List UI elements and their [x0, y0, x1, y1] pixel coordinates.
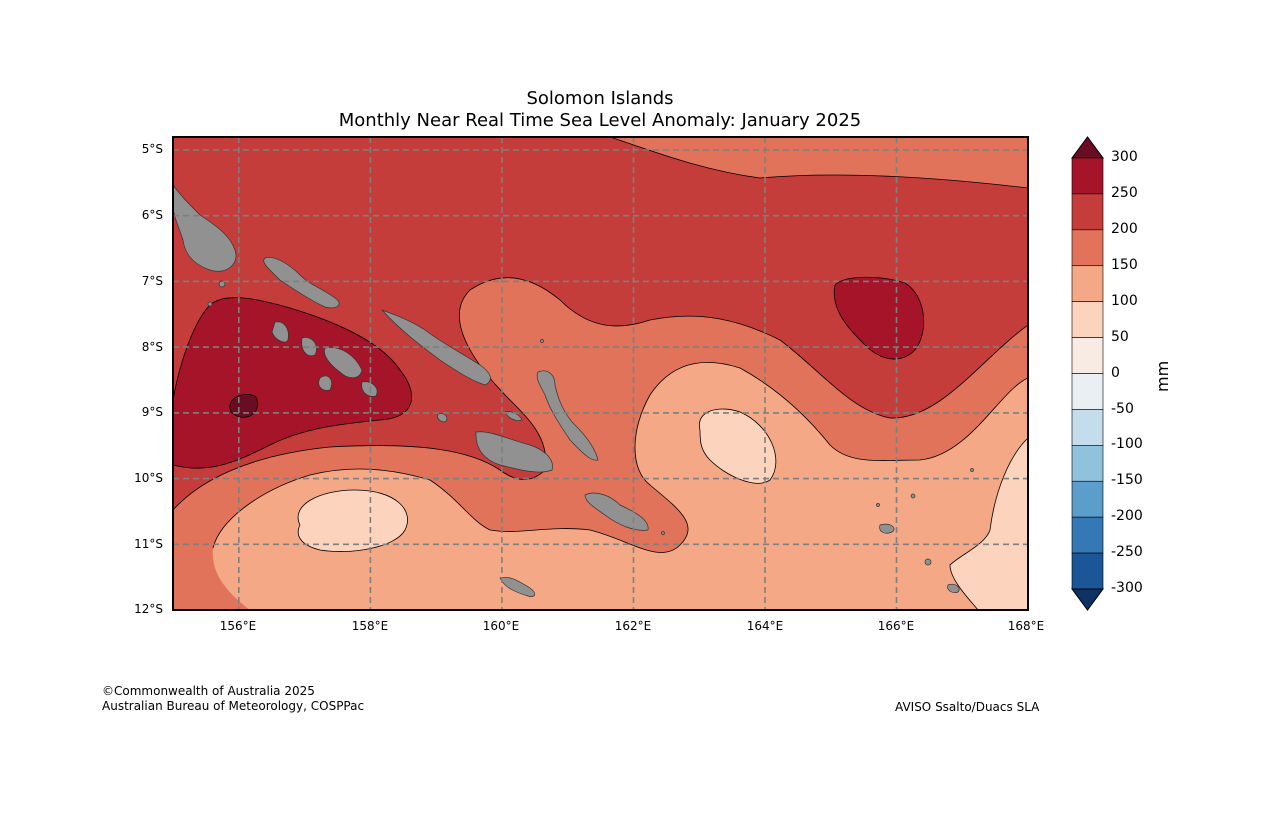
- colorbar: [1071, 136, 1104, 611]
- lon-label-168e: 168°E: [1007, 619, 1045, 633]
- kolombangara-island: [324, 347, 363, 379]
- colorbar-tick-250: 250: [1111, 185, 1138, 201]
- colorbar-band: [1071, 157, 1104, 195]
- colorbar-tick-50: 50: [1111, 329, 1129, 345]
- colorbar-tick-150: 150: [1111, 257, 1138, 273]
- colorbar-band: [1071, 445, 1104, 482]
- lon-label-156e: 156°E: [219, 619, 257, 633]
- colorbar-band: [1071, 552, 1104, 590]
- colorbar-tick-minus250: -250: [1111, 544, 1143, 560]
- colorbar-band: [1071, 193, 1104, 231]
- land-masses: [173, 184, 974, 597]
- colorbar-tick-minus200: -200: [1111, 508, 1143, 524]
- contour-field: [173, 137, 1028, 610]
- reef-islands: [910, 493, 916, 499]
- lon-label-166e: 166°E: [877, 619, 915, 633]
- colorbar-tick-minus100: -100: [1111, 436, 1143, 452]
- malaita-island: [536, 370, 599, 461]
- colorbar-tick-minus300: -300: [1111, 580, 1143, 596]
- contour-50-100-west: [298, 490, 408, 552]
- colorbar-band: [1071, 265, 1104, 302]
- copyright-text: ©Commonwealth of Australia 2025: [102, 684, 315, 698]
- lon-label-160e: 160°E: [482, 619, 520, 633]
- colorbar-band: [1071, 229, 1104, 267]
- colorbar-band: [1071, 373, 1104, 410]
- new-georgia-island: [301, 337, 317, 357]
- nggela-islands: [504, 411, 523, 421]
- gridlines: [173, 137, 1028, 610]
- lon-label-162e: 162°E: [614, 619, 652, 633]
- lat-label-6s: 6°S: [141, 208, 163, 222]
- lat-label-8s: 8°S: [141, 340, 163, 354]
- colorbar-band: [1071, 337, 1104, 374]
- agency-text: Australian Bureau of Meteorology, COSPPa…: [102, 699, 365, 713]
- lat-label-12s: 12°S: [134, 602, 163, 616]
- colorbar-tick-100: 100: [1111, 293, 1138, 309]
- lon-label-158e: 158°E: [351, 619, 389, 633]
- contour-50-100-east: [950, 438, 1028, 610]
- colorbar-tick-minus150: -150: [1111, 472, 1143, 488]
- contour-100-150: [212, 362, 1028, 610]
- bougainville-island: [173, 184, 237, 272]
- shortland-island: [218, 280, 226, 288]
- colorbar-tick-minus50: -50: [1111, 401, 1134, 417]
- colorbar-unit-label: mm: [1153, 360, 1172, 392]
- rendova-island: [318, 375, 333, 391]
- russell-islands: [437, 413, 448, 423]
- duff-islet: [876, 503, 880, 507]
- colorbar-extend-min: [1071, 588, 1104, 611]
- lat-label-10s: 10°S: [134, 471, 163, 485]
- choiseul-island: [263, 257, 340, 309]
- lat-label-11s: 11°S: [134, 537, 163, 551]
- contour-over-300: [229, 394, 258, 418]
- lat-label-9s: 9°S: [141, 405, 163, 419]
- map-subtitle: Monthly Near Real Time Sea Level Anomaly…: [338, 110, 862, 131]
- ontong-java-islet: [540, 339, 544, 343]
- santa-cruz-island: [879, 523, 895, 534]
- lat-label-7s: 7°S: [141, 274, 163, 288]
- map-title: Solomon Islands: [526, 88, 674, 109]
- lon-label-164e: 164°E: [746, 619, 784, 633]
- tikopia-islet: [970, 468, 974, 472]
- new-georgia-islet: [271, 321, 289, 343]
- contour-250-300-west: [173, 297, 412, 469]
- data-source-text: AVISO Ssalto/Duacs SLA: [895, 700, 1040, 714]
- rennell-island: [499, 576, 536, 597]
- colorbar-tick-0: 0: [1111, 365, 1120, 381]
- colorbar-band: [1071, 516, 1104, 554]
- lat-label-5s: 5°S: [141, 142, 163, 156]
- colorbar-tick-300: 300: [1111, 149, 1138, 165]
- treasury-island: [207, 301, 213, 307]
- vanikoro-island: [947, 583, 960, 593]
- makira-island: [584, 492, 649, 531]
- map-frame: [172, 136, 1029, 611]
- colorbar-band: [1071, 409, 1104, 446]
- guadalcanal-island: [475, 431, 553, 473]
- colorbar-tick-200: 200: [1111, 221, 1138, 237]
- colorbar-extend-max: [1071, 136, 1104, 159]
- colorbar-band: [1071, 480, 1104, 518]
- utupua-island: [924, 558, 932, 566]
- contour-250-300-east: [834, 277, 924, 360]
- colorbar-band: [1071, 301, 1104, 338]
- contour-50-100-central: [699, 409, 776, 484]
- santa-ana-islet: [661, 531, 665, 535]
